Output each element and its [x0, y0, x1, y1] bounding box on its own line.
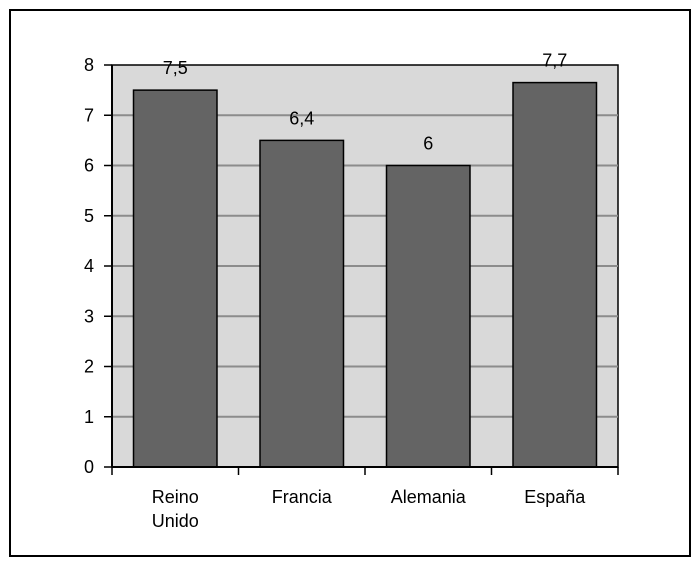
y-axis: 0 1 2 3 4 5 6 7 8: [84, 55, 113, 477]
x-category-label-line: Alemania: [391, 487, 467, 507]
bar: [259, 139, 345, 468]
x-category-label-line: Unido: [152, 511, 199, 531]
x-category-label-line: Reino: [152, 487, 199, 507]
x-category-label-line: España: [524, 487, 586, 507]
y-tick-label: 2: [84, 357, 94, 377]
x-category-label-line: Francia: [272, 487, 333, 507]
y-tick-label: 8: [84, 55, 94, 75]
bar: [512, 81, 598, 468]
x-axis: Reino Unido Francia Alemania España: [111, 466, 619, 531]
y-tick-label: 6: [84, 156, 94, 176]
y-tick-label: 3: [84, 306, 94, 326]
bars: [132, 81, 598, 468]
x-category-label: Alemania: [391, 487, 467, 507]
x-category-label: Francia: [272, 487, 333, 507]
data-labels: 7,5 6,4 6 7,7: [163, 51, 568, 154]
bar: [132, 89, 218, 468]
y-tick-label: 5: [84, 206, 94, 226]
y-tick-label: 4: [84, 256, 94, 276]
y-tick-label: 0: [84, 457, 94, 477]
bar-value-label: 7,5: [163, 58, 188, 78]
y-tick-label: 7: [84, 105, 94, 125]
bar-value-label: 6,4: [289, 108, 314, 128]
x-category-label: España: [524, 487, 586, 507]
y-tick-label: 1: [84, 407, 94, 427]
x-category-label: Reino Unido: [152, 487, 199, 531]
bar-value-label: 6: [423, 134, 433, 154]
bar-value-label: 7,7: [542, 51, 567, 71]
bar: [385, 164, 471, 468]
